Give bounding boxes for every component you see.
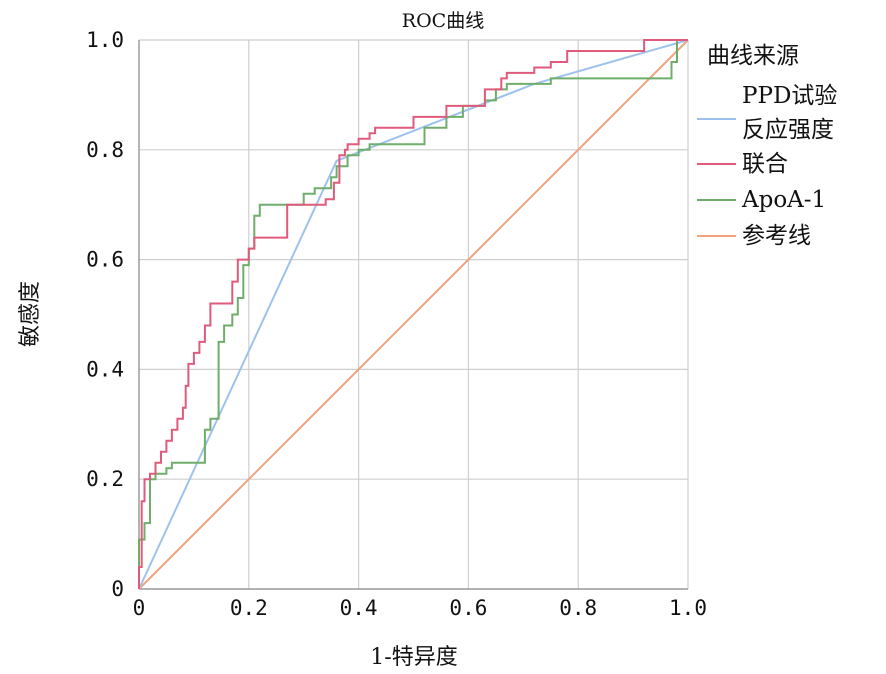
legend-title: 曲线来源 [707, 43, 799, 69]
series-line-0 [138, 39, 689, 590]
legend-label-0-0: PPD试验 [742, 83, 837, 109]
legend-label-3-0: 参考线 [742, 223, 811, 249]
x-tick-label-2: 0.4 [340, 596, 378, 620]
series-layer [138, 39, 689, 590]
grid-lines [138, 39, 689, 590]
y-tick-label-4: 0.8 [86, 138, 124, 162]
x-tick-label-0: 0 [133, 596, 146, 620]
y-tick-label-1: 0.2 [86, 467, 124, 491]
x-tick-label-1: 0.2 [230, 596, 268, 620]
legend-label-1-0: 联合 [742, 151, 788, 177]
legend-label-0-1: 反应强度 [742, 117, 834, 143]
y-tick-label-5: 1.0 [86, 28, 124, 52]
chart-title: ROC曲线 [402, 10, 484, 32]
y-tick-label-2: 0.4 [86, 357, 124, 381]
x-tick-label-3: 0.6 [449, 596, 487, 620]
y-tick-label-0: 0 [111, 577, 124, 601]
series-line-3 [138, 39, 689, 590]
y-tick-labels: 0 0.2 0.4 0.6 0.8 1.0 [86, 28, 124, 601]
x-tick-labels: 0 0.2 0.4 0.6 0.8 1.0 [133, 596, 707, 620]
x-axis-label: 1-特异度 [370, 645, 457, 670]
x-tick-label-5: 1.0 [669, 596, 707, 620]
series-line-1 [138, 39, 688, 589]
y-tick-label-3: 0.6 [86, 248, 124, 272]
x-tick-label-4: 0.8 [559, 596, 597, 620]
y-axis-label: 敏感度 [18, 281, 43, 347]
legend-label-2-0: ApoA-1 [741, 187, 826, 213]
